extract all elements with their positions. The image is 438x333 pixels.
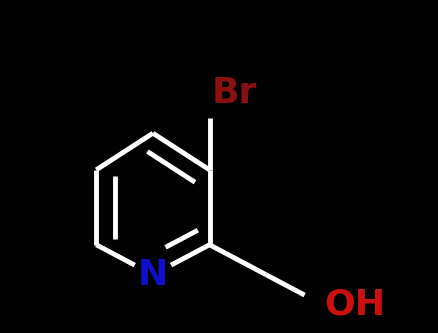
Text: OH: OH [324, 288, 385, 322]
Text: Br: Br [211, 76, 256, 110]
Text: N: N [138, 258, 168, 292]
